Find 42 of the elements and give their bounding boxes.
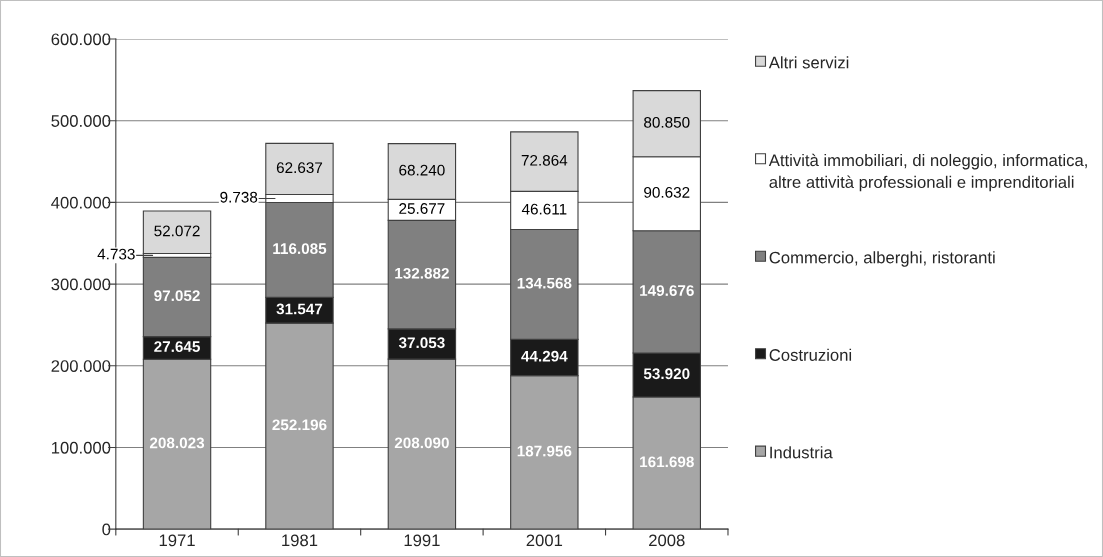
data-label: 80.850 <box>644 116 690 128</box>
data-label: 187.956 <box>517 445 572 457</box>
data-label: 161.698 <box>640 456 694 468</box>
data-label: 132.882 <box>395 267 449 279</box>
data-label: 27.645 <box>154 341 200 353</box>
data-label: 31.547 <box>276 303 323 315</box>
y-tick-label: 0 <box>102 523 111 536</box>
data-label: 68.240 <box>399 164 445 176</box>
y-tick-label: 100.000 <box>51 441 111 454</box>
data-label: 97.052 <box>154 290 200 302</box>
data-label: 208.090 <box>394 437 449 449</box>
data-label: 208.023 <box>149 437 205 449</box>
legend-label: Commercio, alberghi, ristoranti <box>769 251 995 267</box>
data-label: 149.676 <box>640 285 694 296</box>
data-label: 53.920 <box>643 368 690 380</box>
legend-label: Costruzioni <box>769 348 852 361</box>
data-label: 72.864 <box>521 154 568 166</box>
data-label: 9.738 <box>220 191 258 203</box>
x-tick-label: 2008 <box>649 534 685 547</box>
data-label: 44.294 <box>521 350 568 362</box>
y-tick-label: 500.000 <box>51 115 111 127</box>
legend-label: Altri servizi <box>768 56 849 69</box>
legend-label: Industria <box>770 446 833 459</box>
x-tick-label: 1971 <box>159 534 195 547</box>
data-label: 4.733 <box>97 248 135 260</box>
data-label: 62.637 <box>276 162 323 174</box>
data-label: 252.196 <box>272 419 327 431</box>
y-tick-label: 600.000 <box>51 33 111 46</box>
data-label: 134.568 <box>517 277 572 289</box>
data-label: 116.085 <box>273 243 327 255</box>
x-tick-label: 1991 <box>404 534 440 547</box>
data-label: 90.632 <box>644 186 690 198</box>
y-tick-label: 400.000 <box>51 196 111 209</box>
y-tick-label: 300.000 <box>51 278 111 291</box>
data-label: 25.677 <box>399 203 445 214</box>
data-label: 46.611 <box>521 203 567 215</box>
data-label: 52.072 <box>154 225 200 237</box>
legend-label: Attività immobiliari, di noleggio, informatica, altre attività professionali e imprenditoriali <box>768 153 1087 192</box>
x-tick-label: 2001 <box>526 534 563 547</box>
y-tick-label: 200.000 <box>51 360 111 372</box>
data-label: 37.053 <box>398 337 445 349</box>
x-tick-label: 1981 <box>282 534 318 547</box>
